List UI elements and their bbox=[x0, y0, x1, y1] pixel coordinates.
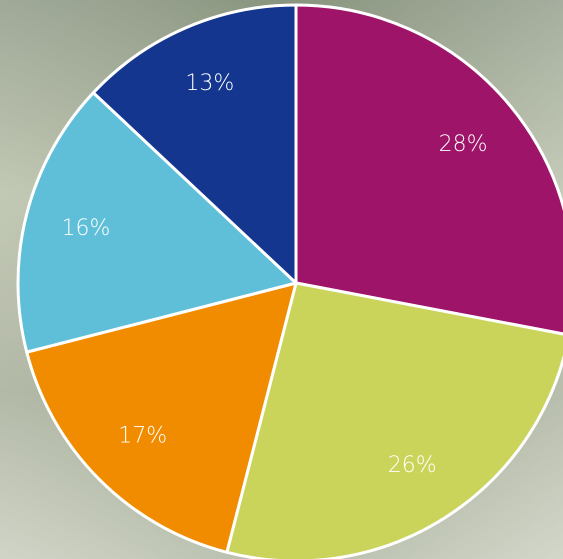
slice-label: 17% bbox=[118, 423, 167, 448]
slice-label: 26% bbox=[388, 453, 437, 478]
chart: 28% 26% 17% 16% 13% bbox=[0, 0, 563, 559]
slice-label: 28% bbox=[439, 132, 488, 157]
slice-label: 16% bbox=[62, 216, 111, 241]
page: {"chart_data": {"type": "pie", "values":… bbox=[0, 0, 563, 559]
slice-label: 13% bbox=[185, 71, 234, 96]
